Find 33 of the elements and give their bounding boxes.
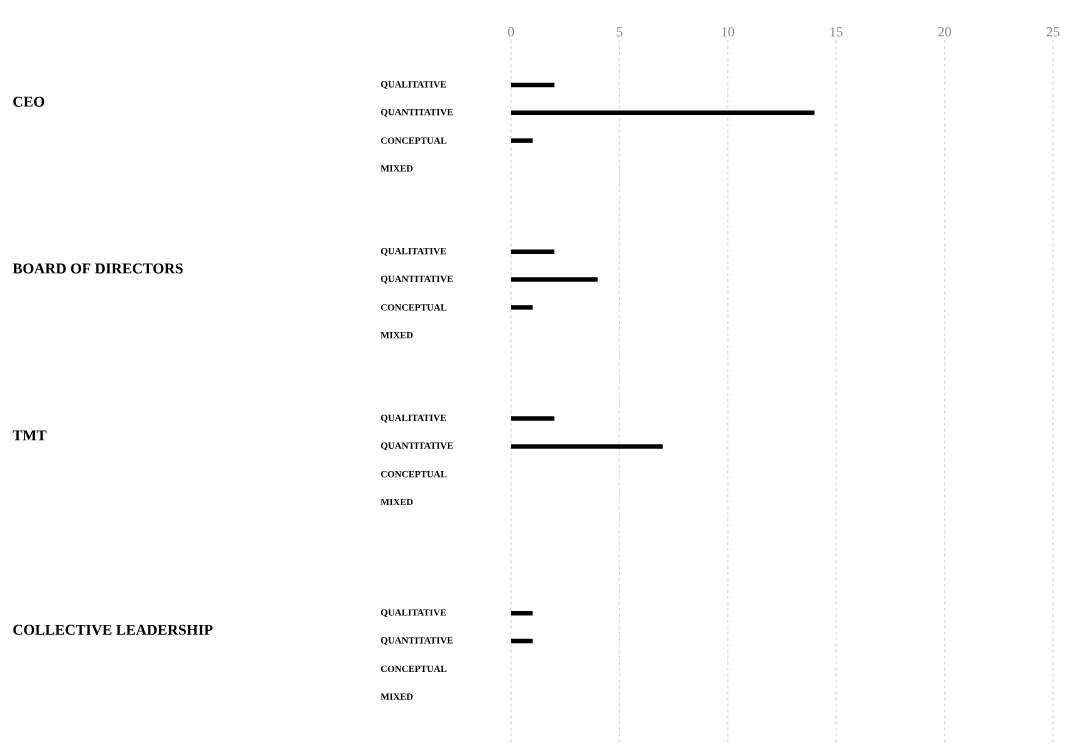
x-tick-label: 25 bbox=[1046, 27, 1060, 37]
x-tick-label: 5 bbox=[616, 27, 623, 37]
y-tick-label: MIXED bbox=[380, 165, 413, 172]
y-tick-label: QUANTITATIVE bbox=[380, 442, 453, 451]
y-tick-label: QUANTITATIVE bbox=[380, 108, 453, 117]
y-tick-label: QUALITATIVE bbox=[380, 247, 446, 256]
bar bbox=[511, 277, 598, 282]
y-tick-label: QUANTITATIVE bbox=[380, 275, 453, 284]
bar bbox=[511, 610, 533, 616]
y-tick-label: CONCEPTUAL bbox=[380, 471, 447, 478]
text: CEO bbox=[13, 96, 45, 107]
x-tick-label: 20 bbox=[938, 27, 952, 37]
bar bbox=[511, 305, 533, 310]
y-tick-label: QUALITATIVE bbox=[380, 81, 446, 89]
y-tick-label: CONCEPTUAL bbox=[380, 304, 447, 311]
text: BOARD OF DIRECTORS bbox=[12, 263, 183, 274]
y-tick-label: QUALITATIVE bbox=[380, 609, 446, 618]
y-tick-label: QUANTITATIVE bbox=[380, 637, 453, 645]
bar bbox=[511, 138, 533, 143]
bar bbox=[511, 416, 555, 421]
x-tick-label: 10 bbox=[722, 27, 735, 37]
x-tick-label: 0 bbox=[508, 27, 514, 37]
bar bbox=[511, 444, 663, 449]
y-tick-label: CONCEPTUAL bbox=[380, 137, 447, 144]
y-tick-label: CONCEPTUAL bbox=[380, 665, 447, 672]
y-tick-label: MIXED bbox=[380, 332, 413, 339]
text: COLLECTIVE LEADERSHIP bbox=[13, 624, 213, 635]
y-tick-label: MIXED bbox=[380, 498, 413, 506]
bar bbox=[511, 638, 533, 644]
text: TMT bbox=[12, 430, 47, 441]
x-tick-label: 15 bbox=[830, 27, 843, 37]
y-tick-label: QUALITATIVE bbox=[380, 414, 446, 423]
y-tick-label: MIXED bbox=[380, 693, 413, 700]
